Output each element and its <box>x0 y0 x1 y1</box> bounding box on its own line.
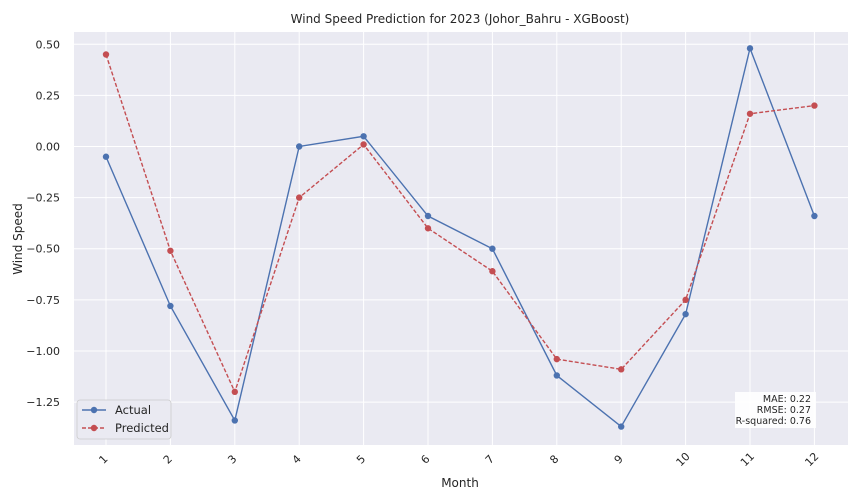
data-point-predicted <box>360 141 367 148</box>
legend-predicted-label: Predicted <box>115 421 169 435</box>
data-point-predicted <box>231 388 238 396</box>
legend-actual-label: Actual <box>115 403 151 417</box>
x-tick-label: 6 <box>418 452 432 466</box>
metrics-background <box>735 392 816 428</box>
data-point-predicted <box>489 268 496 275</box>
data-point-predicted <box>811 102 818 109</box>
metric-rmse: RMSE: 0.27 <box>757 405 811 416</box>
data-point-actual <box>102 153 110 160</box>
data-point-actual <box>296 143 303 150</box>
data-point-actual <box>746 45 754 52</box>
data-point-actual <box>553 372 560 379</box>
x-tick-label: 7 <box>483 452 497 466</box>
plot-area <box>74 32 848 445</box>
y-tick-label: −0.75 <box>26 294 60 307</box>
data-point-actual <box>618 423 625 430</box>
data-point-actual <box>360 133 367 140</box>
chart-title: Wind Speed Prediction for 2023 (Johor_Ba… <box>291 12 630 26</box>
data-point-predicted <box>102 51 110 58</box>
y-tick-label: −1.25 <box>26 396 60 409</box>
x-tick-label: 5 <box>354 452 368 466</box>
data-point-predicted <box>682 296 689 304</box>
data-point-predicted <box>553 355 560 363</box>
x-tick-label: 8 <box>547 452 561 466</box>
series-line-actual <box>105 46 816 428</box>
data-point-actual <box>489 245 496 252</box>
data-point-actual <box>682 310 689 318</box>
legend-predicted-marker <box>90 424 98 432</box>
grid-lines <box>74 32 848 445</box>
metrics-box: MAE: 0.22 RMSE: 0.27 R-squared: 0.76 <box>735 392 816 428</box>
data-point-actual <box>424 212 432 220</box>
data-point-predicted <box>618 366 625 373</box>
x-tick-label: 12 <box>802 450 821 469</box>
x-tick-label: 4 <box>290 452 304 466</box>
metric-mae: MAE: 0.22 <box>763 394 811 405</box>
data-point-predicted <box>296 194 303 201</box>
y-axis-label: Wind Speed <box>11 203 25 275</box>
data-point-actual <box>167 302 174 310</box>
data-point-actual <box>811 212 818 220</box>
x-tick-label: 9 <box>612 452 626 466</box>
metric-r-squared: R-squared: 0.76 <box>736 416 811 427</box>
y-tick-label: 0.25 <box>36 89 61 102</box>
x-axis-label: Month <box>441 476 479 490</box>
x-tick-label: 2 <box>161 452 175 466</box>
data-point-predicted <box>746 110 754 117</box>
y-tick-label: 0.00 <box>36 140 61 153</box>
x-tick-label: 3 <box>225 452 239 466</box>
legend-actual-marker <box>90 406 98 414</box>
x-tick-label: 1 <box>96 452 110 466</box>
y-tick-label: −0.50 <box>26 243 60 256</box>
y-tick-label: 0.50 <box>36 38 61 51</box>
series-layer <box>102 45 818 430</box>
data-point-actual <box>231 417 238 424</box>
data-point-predicted <box>167 247 174 254</box>
series-line-predicted <box>105 54 815 394</box>
y-tick-label: −1.00 <box>26 345 60 358</box>
x-tick-label: 11 <box>738 450 757 469</box>
data-point-predicted <box>424 225 432 232</box>
x-tick-label: 10 <box>674 450 693 469</box>
y-tick-label: −0.25 <box>26 192 60 205</box>
legend: Actual Predicted <box>76 399 172 440</box>
